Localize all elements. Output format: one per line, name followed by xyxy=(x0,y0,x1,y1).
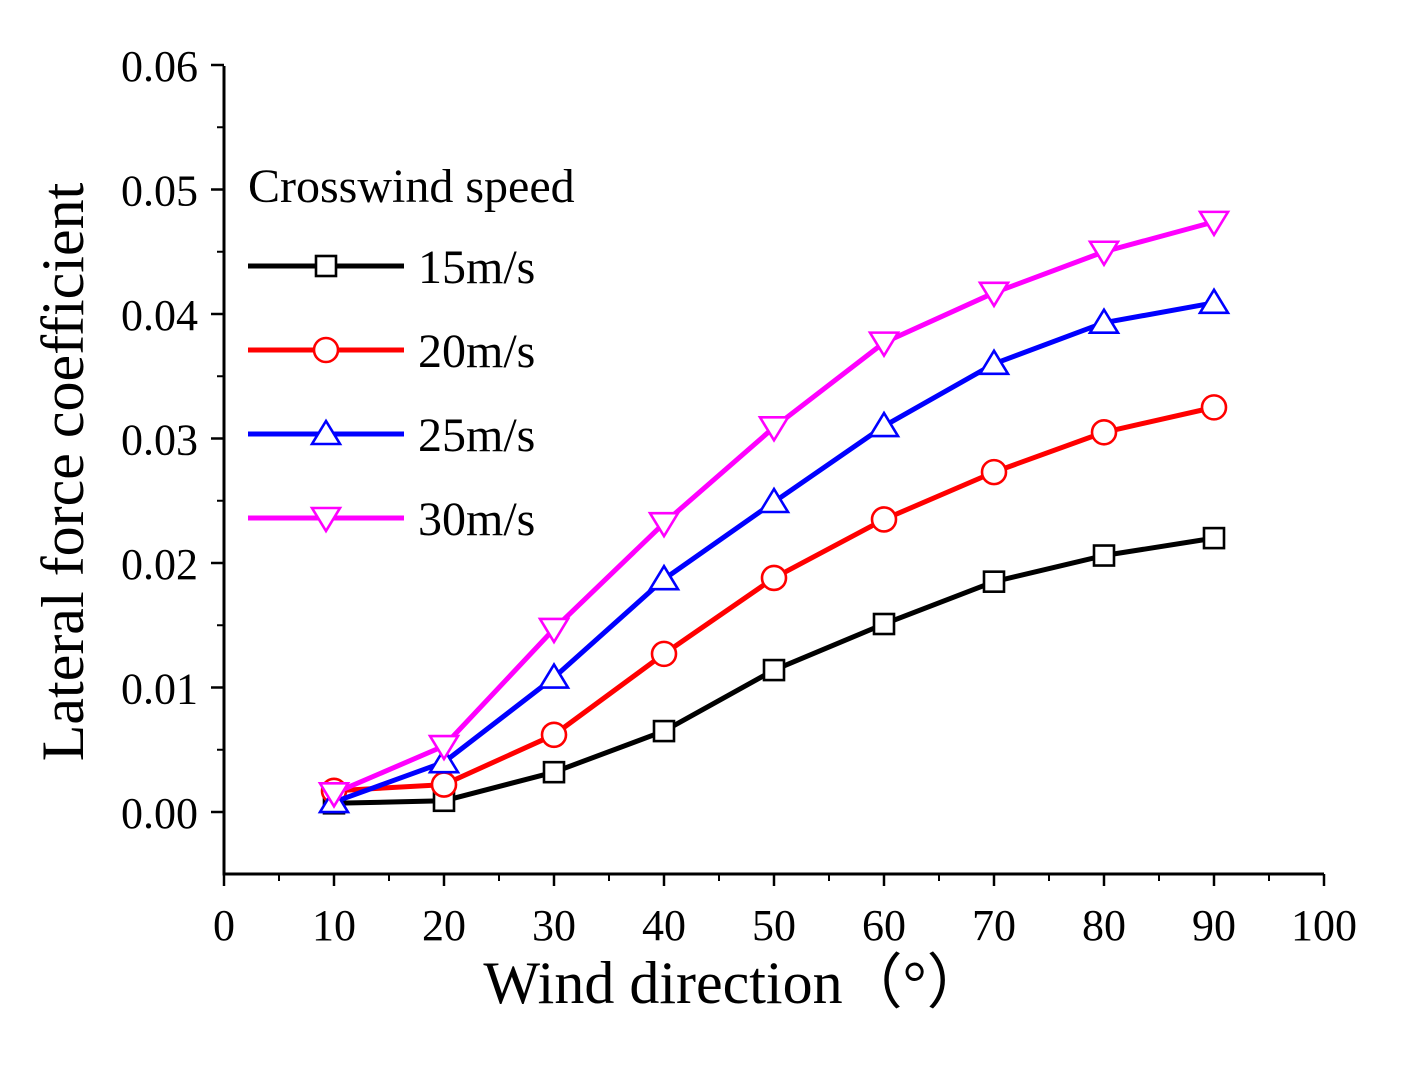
legend-entry: 15m/s xyxy=(248,241,535,294)
y-tick-label: 0.01 xyxy=(121,665,198,714)
data-point xyxy=(1197,287,1231,315)
data-point xyxy=(1197,210,1231,238)
data-point xyxy=(427,734,461,762)
data-point xyxy=(867,331,901,359)
data-point xyxy=(1202,526,1226,550)
data-point xyxy=(872,612,896,636)
x-tick-label: 50 xyxy=(752,901,796,950)
data-point xyxy=(1092,544,1116,567)
data-point xyxy=(652,719,676,743)
legend-label: 25m/s xyxy=(418,409,535,462)
data-point xyxy=(757,486,791,514)
data-point xyxy=(1087,240,1121,268)
data-point xyxy=(317,782,351,809)
data-point xyxy=(1090,418,1118,446)
x-tick-label: 20 xyxy=(422,901,466,950)
x-tick-label: 100 xyxy=(1291,901,1357,950)
legend-entry: 20m/s xyxy=(248,325,535,378)
data-point xyxy=(867,410,901,438)
data-point xyxy=(650,640,678,668)
x-tick-label: 40 xyxy=(642,901,686,950)
legend-title: Crosswind speed xyxy=(248,160,575,213)
data-point xyxy=(977,348,1011,376)
x-tick-label: 90 xyxy=(1192,901,1236,950)
legend: 15m/s 20m/s 25m/s 30m/s xyxy=(248,241,535,546)
data-point xyxy=(537,617,571,645)
data-point xyxy=(430,771,458,798)
data-point xyxy=(647,511,681,539)
y-tick-label: 0.00 xyxy=(121,789,198,838)
data-point xyxy=(647,563,681,591)
data-point xyxy=(760,564,788,592)
series-line xyxy=(333,404,1215,794)
y-tick-label: 0.02 xyxy=(121,540,198,589)
x-tick-label: 80 xyxy=(1082,901,1126,950)
y-tick-label: 0.04 xyxy=(121,291,198,340)
data-point xyxy=(1200,394,1228,421)
legend-marker xyxy=(309,506,343,534)
data-point xyxy=(980,458,1008,486)
legend-entry: 25m/s xyxy=(248,409,535,462)
data-point xyxy=(870,506,898,533)
series-layer xyxy=(317,210,1231,815)
data-point xyxy=(757,415,791,443)
x-tick-label: 0 xyxy=(213,901,235,950)
legend-label: 30m/s xyxy=(418,493,535,546)
data-point xyxy=(542,760,566,784)
axes: 0 10 20 30 40 50 60 70 80 90 100 0.00 0.01 0.02 0.03 0.… xyxy=(121,42,1357,950)
legend-marker xyxy=(309,418,343,446)
legend-marker xyxy=(314,254,338,278)
data-point xyxy=(540,721,568,749)
legend-marker xyxy=(312,336,340,364)
x-tick-label: 70 xyxy=(972,901,1016,950)
x-tick-label: 30 xyxy=(532,901,576,950)
y-tick-label: 0.06 xyxy=(121,42,198,91)
y-tick-label: 0.03 xyxy=(121,416,198,465)
data-point xyxy=(537,662,571,689)
legend-label: 20m/s xyxy=(418,325,535,378)
data-point xyxy=(982,570,1006,593)
y-axis-label: Lateral force coefficient xyxy=(30,182,96,761)
x-axis-label: Wind direction（°） xyxy=(483,950,986,1016)
series-30m-per-s xyxy=(317,210,1231,809)
y-tick-label: 0.05 xyxy=(121,167,198,216)
x-tick-label: 10 xyxy=(312,901,356,950)
data-point xyxy=(762,658,786,682)
data-point xyxy=(977,281,1011,309)
legend-label: 15m/s xyxy=(418,241,535,294)
x-tick-label: 60 xyxy=(862,901,906,950)
legend-entry: 30m/s xyxy=(248,493,535,546)
data-point xyxy=(1087,307,1121,335)
